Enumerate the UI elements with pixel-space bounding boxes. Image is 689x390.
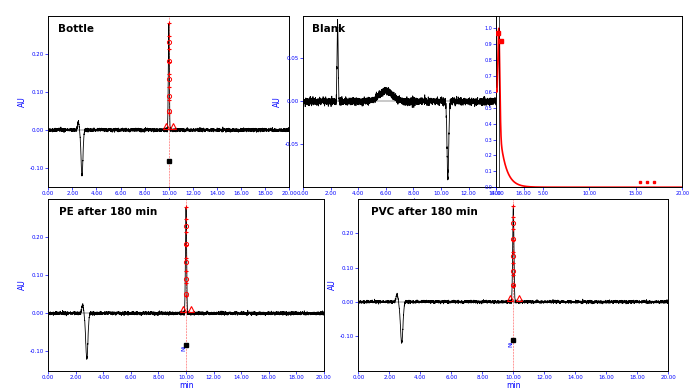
Y-axis label: AU: AU: [18, 96, 27, 107]
Text: PE after 180 min: PE after 180 min: [59, 207, 158, 218]
X-axis label: min: min: [161, 198, 176, 207]
Text: Blank: Blank: [312, 24, 345, 34]
Y-axis label: AU: AU: [18, 279, 27, 290]
X-axis label: min: min: [506, 381, 521, 390]
Text: PVC after 180 min: PVC after 180 min: [371, 207, 477, 218]
X-axis label: min: min: [178, 381, 194, 390]
Text: Bottle: Bottle: [58, 24, 94, 34]
Text: Ni: Ni: [181, 345, 187, 351]
Text: Ni: Ni: [508, 341, 513, 347]
Y-axis label: AU: AU: [273, 96, 282, 107]
X-axis label: min: min: [406, 198, 421, 207]
Y-axis label: AU: AU: [328, 279, 337, 290]
